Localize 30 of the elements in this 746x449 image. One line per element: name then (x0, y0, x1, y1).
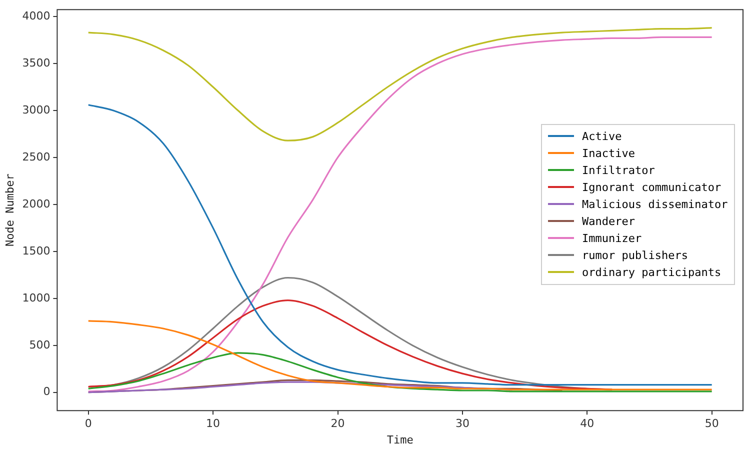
x-tick-label: 20 (330, 417, 345, 430)
legend-label: Infiltrator (582, 164, 655, 177)
legend-label: Active (582, 130, 622, 143)
y-tick-label: 1500 (22, 244, 50, 258)
y-tick-label: 2000 (22, 197, 50, 210)
x-tick-label: 10 (206, 417, 220, 430)
x-tick-label: 30 (455, 417, 470, 430)
legend-label: Wanderer (582, 214, 635, 228)
y-tick-label: 2500 (22, 150, 50, 164)
y-tick-label: 4000 (22, 9, 50, 22)
legend-label: Ignorant communicator (582, 180, 722, 194)
x-tick-label: 50 (704, 417, 719, 430)
x-tick-label: 40 (580, 417, 594, 430)
line-series (88, 299, 613, 390)
y-tick-label: 1000 (22, 291, 50, 304)
legend-label: Inactive (582, 146, 635, 160)
x-axis-title: Time (386, 433, 414, 446)
line-series (88, 320, 713, 390)
legend-label: Malicious disseminator (582, 198, 728, 211)
y-tick-label: 500 (29, 338, 50, 352)
y-tick-label: 3000 (22, 103, 50, 116)
legend-label: rumor publishers (582, 248, 688, 262)
y-axis-title: Node Number (3, 173, 16, 247)
y-tick-label: 3500 (22, 56, 50, 70)
line-series (88, 352, 713, 392)
y-tick-label: 0 (43, 385, 50, 398)
x-tick-label: 0 (84, 417, 92, 430)
legend-label: ordinary participants (582, 266, 722, 279)
line-series (88, 27, 713, 142)
legend-label: Immunizer (582, 232, 642, 245)
